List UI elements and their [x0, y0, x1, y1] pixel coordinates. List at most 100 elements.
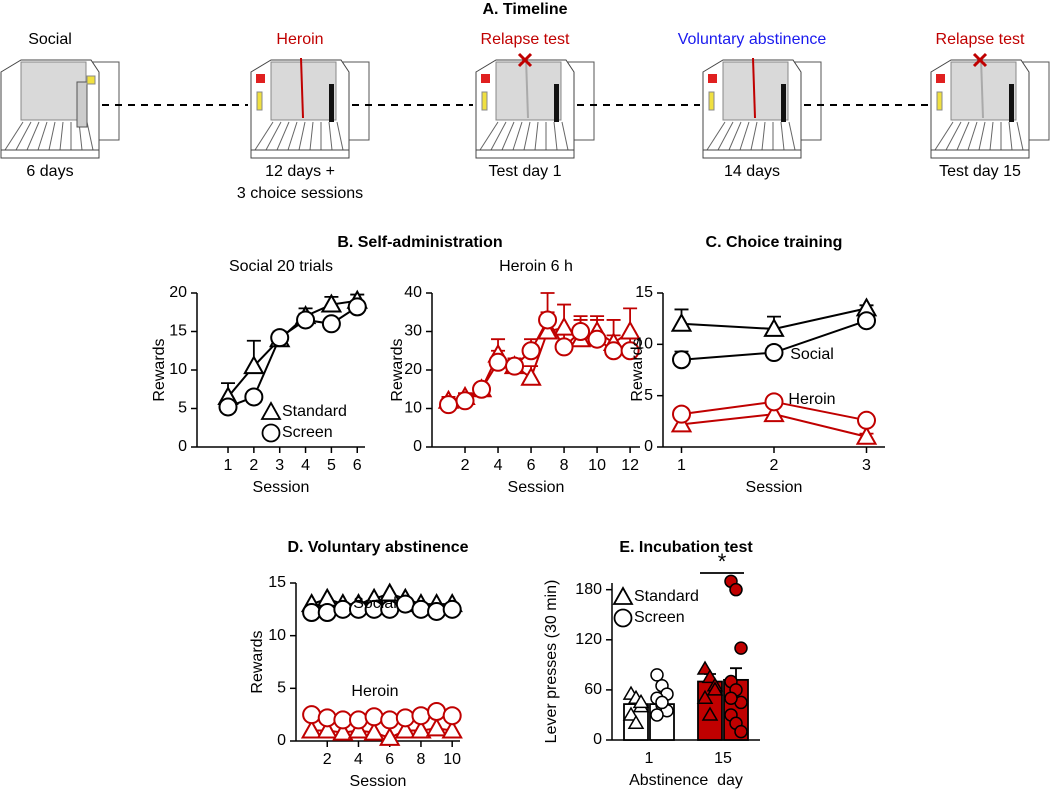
grid-floor [86, 121, 94, 151]
grid-floor [37, 121, 48, 151]
y-axis-label: Rewards [629, 338, 646, 401]
grid-floor [501, 121, 515, 151]
y-tick-label: 0 [277, 732, 286, 749]
annotation: Social [353, 595, 397, 612]
data-point [425, 717, 448, 737]
data-point [696, 689, 714, 704]
chart-subtitle: Heroin 6 h [499, 258, 573, 275]
y-tick-label: 0 [593, 731, 602, 748]
data-point [729, 582, 743, 597]
x-tick-label: 6 [385, 751, 394, 768]
data-point [316, 719, 338, 739]
data-point [348, 710, 368, 730]
data-point [332, 721, 354, 741]
stage-label: Social [28, 31, 72, 48]
chart-title: E. Incubation test [619, 539, 753, 556]
data-point [296, 310, 316, 330]
tether [752, 57, 756, 119]
door [76, 81, 88, 128]
x-axis-label: Abstinence day [629, 772, 743, 789]
x-tick-label: 2 [770, 457, 779, 474]
data-point [764, 392, 784, 412]
stage-caption: 6 days [26, 163, 73, 180]
data-point [395, 594, 415, 614]
data-point [441, 719, 463, 739]
x-tick-label: 4 [354, 751, 363, 768]
data-point [763, 317, 785, 337]
grid-floor [989, 121, 994, 151]
data-point [701, 706, 719, 721]
grid-floor [956, 121, 970, 151]
stage-label: Relapse test [936, 31, 1025, 48]
data-point [622, 706, 640, 721]
x-tick-label: 15 [714, 750, 732, 767]
data-point [243, 355, 265, 375]
door [554, 84, 559, 122]
data-point [553, 316, 575, 336]
lever [86, 75, 96, 85]
grid-floor [287, 121, 298, 151]
grid-floor [788, 121, 796, 151]
grid-floor [48, 121, 56, 151]
y-tick-label: 40 [404, 284, 422, 301]
grid-floor [4, 121, 24, 151]
x-mark [972, 52, 988, 68]
y-tick-label: 5 [644, 387, 653, 404]
x-tick-label: 8 [416, 751, 425, 768]
lever [936, 91, 943, 111]
data-point [411, 599, 431, 619]
data-point [320, 293, 343, 313]
data-point [380, 710, 400, 730]
data-point [347, 297, 367, 317]
legend-label: Standard [282, 403, 347, 420]
data-point [857, 311, 876, 331]
data-point [670, 312, 693, 332]
x-tick-label: 3 [862, 457, 871, 474]
legend-marker [261, 423, 281, 443]
grid-floor [761, 121, 766, 151]
data-point [604, 341, 624, 361]
panel-title: B. Self-administration [337, 234, 502, 251]
stage-caption: 12 days + [265, 163, 335, 180]
light [481, 74, 490, 83]
y-axis-label: Rewards [249, 630, 266, 693]
data-point [620, 341, 640, 361]
data-point [321, 314, 341, 334]
lever [481, 91, 488, 111]
legend-label: Standard [634, 588, 699, 605]
data-point [536, 320, 559, 340]
grid-floor [479, 121, 499, 151]
data-point [619, 320, 641, 340]
legend-marker [612, 586, 634, 605]
x-tick-label: 6 [527, 457, 536, 474]
data-point [734, 724, 748, 739]
y-axis-label: Rewards [389, 338, 406, 401]
grid-floor [1008, 121, 1013, 151]
data-point [672, 404, 691, 424]
stage-caption: Test day 15 [939, 163, 1021, 180]
data-point [571, 322, 591, 341]
data-point [442, 706, 462, 726]
timeline-title: A. Timeline [482, 1, 567, 18]
data-point [521, 341, 541, 361]
annotation: Social [790, 346, 834, 363]
x-mark [517, 52, 533, 68]
data-point [218, 397, 238, 417]
stage-label: Relapse test [481, 31, 570, 48]
x-axis-label: Session [746, 479, 803, 496]
x-tick-label: 3 [275, 457, 284, 474]
x-axis-label: Session [350, 773, 407, 790]
x-tick-label: 4 [301, 457, 310, 474]
door [1009, 84, 1014, 122]
grid-floor [26, 121, 40, 151]
grid-floor [15, 121, 32, 151]
stage-caption: 14 days [724, 163, 780, 180]
data-point [701, 668, 719, 684]
chamber-wall [20, 61, 87, 121]
grid-floor [553, 121, 558, 151]
x-tick-label: 10 [443, 751, 461, 768]
door [781, 84, 786, 122]
data-point [333, 599, 353, 619]
grid-floor [561, 121, 569, 151]
